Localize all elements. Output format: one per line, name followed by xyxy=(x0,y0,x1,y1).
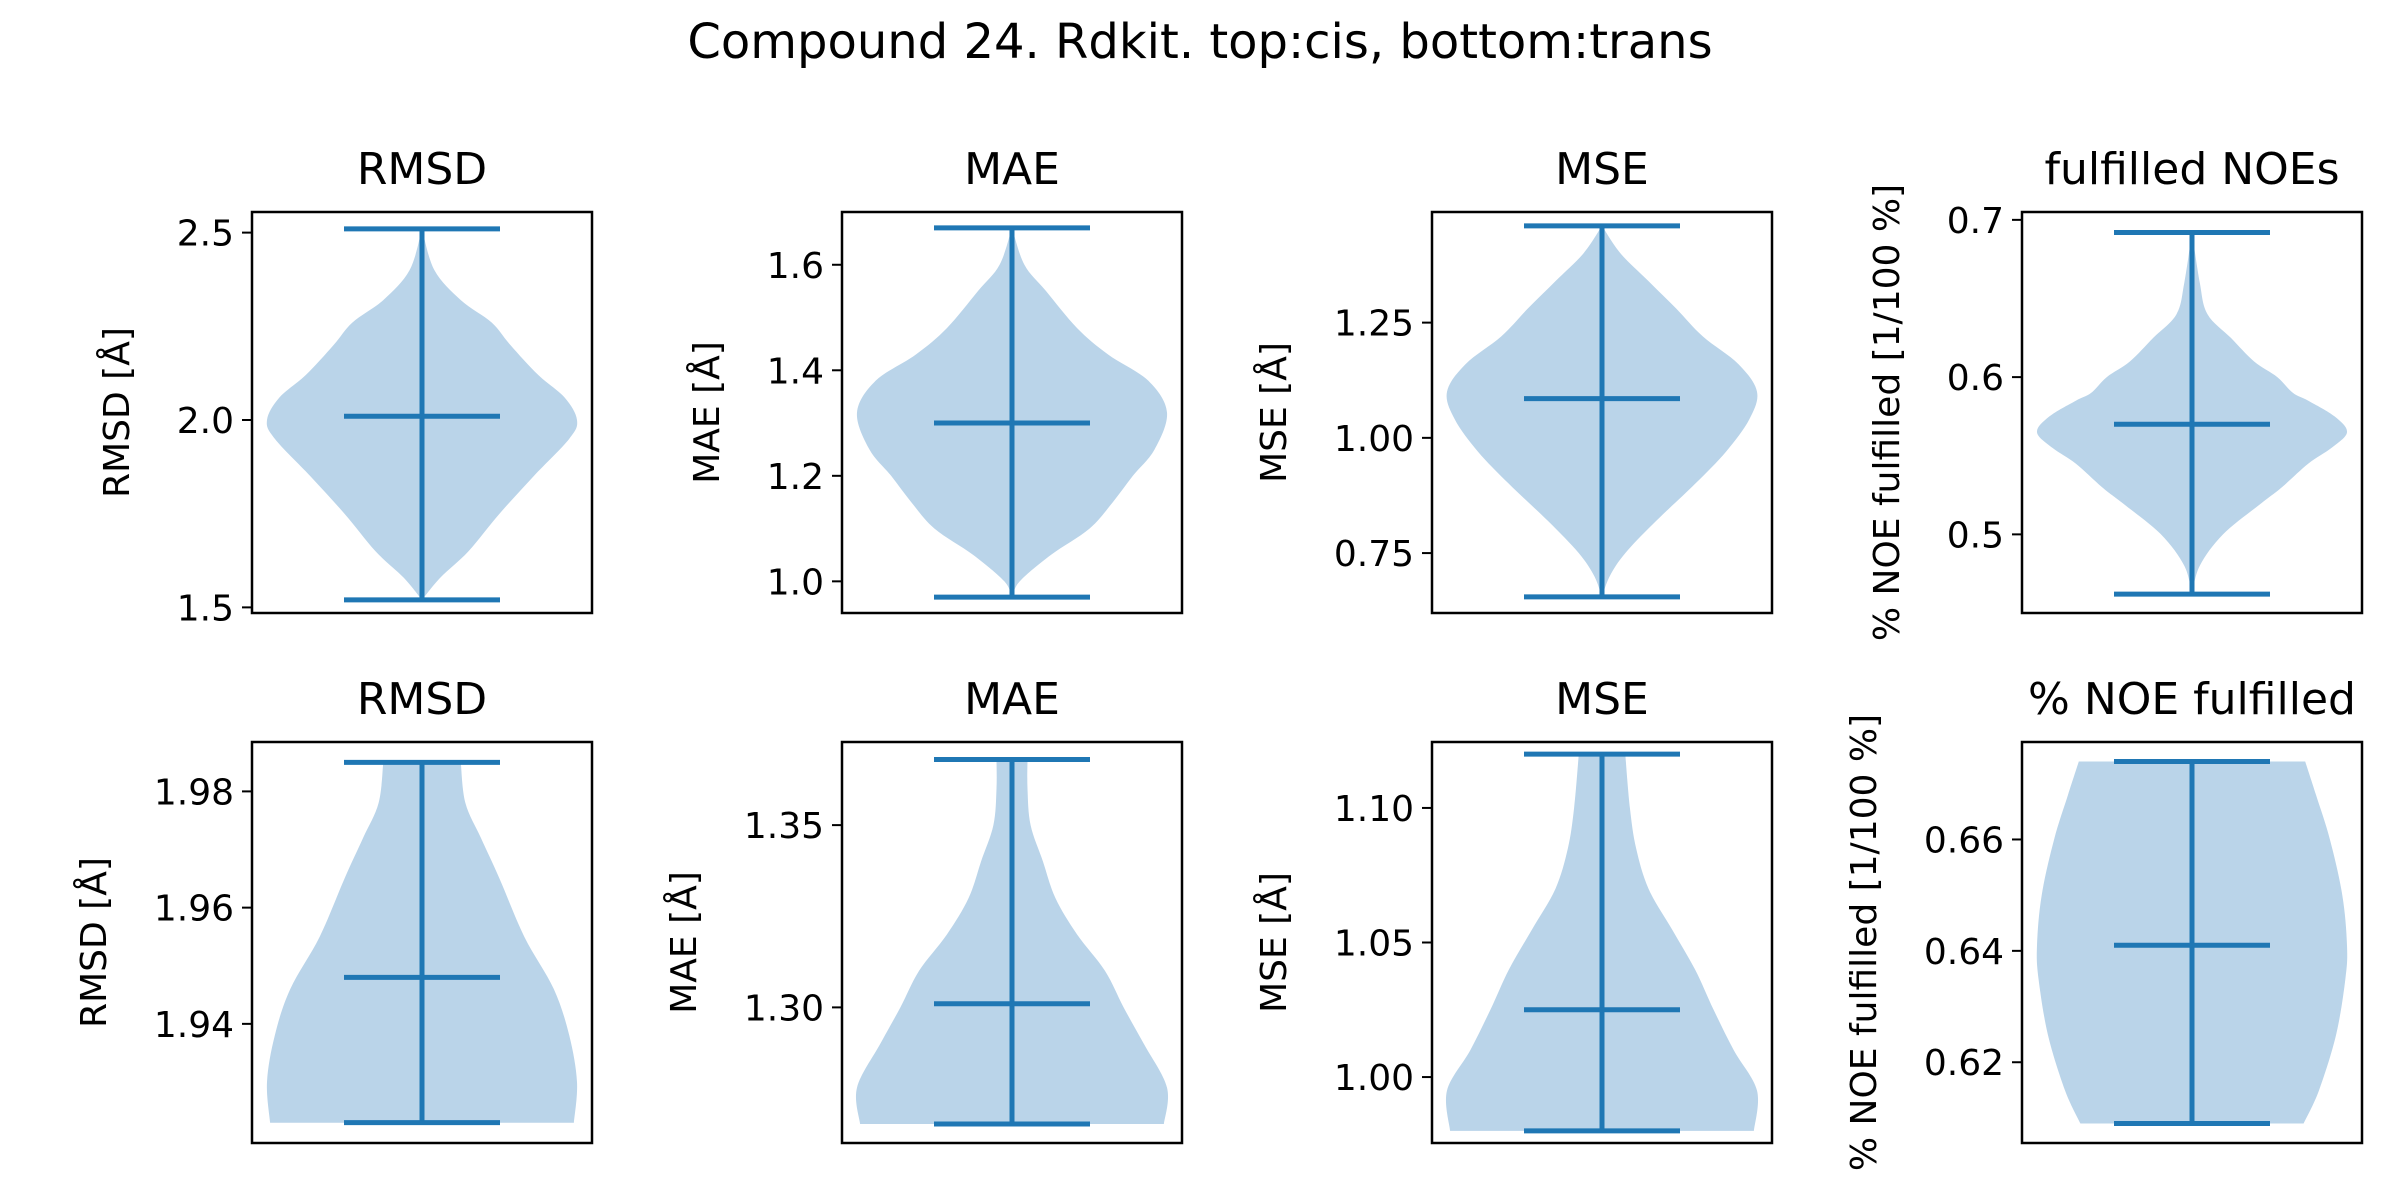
y-tick-label: 1.4 xyxy=(767,351,824,392)
y-tick-label: 0.64 xyxy=(1924,932,2004,973)
y-axis-label: RMSD [Å] xyxy=(95,327,138,498)
panel-title: MAE xyxy=(964,674,1060,725)
y-tick-label: 0.5 xyxy=(1947,515,2004,556)
y-axis-label: MAE [Å] xyxy=(685,341,728,484)
axes-frame xyxy=(2020,740,2364,1145)
axes-frame xyxy=(840,740,1184,1145)
y-tick-label: 1.35 xyxy=(744,806,824,847)
y-tick-label: 0.62 xyxy=(1924,1043,2004,1084)
y-tick-label: 1.05 xyxy=(1334,924,1414,965)
panel-title: MSE xyxy=(1555,674,1649,725)
y-tick-label: 1.30 xyxy=(744,988,824,1029)
panel-title: RMSD xyxy=(357,144,487,195)
y-axis-label: MSE [Å] xyxy=(1252,342,1295,483)
panel-title: RMSD xyxy=(357,674,487,725)
axes-frame xyxy=(2020,210,2364,615)
figure-title: Compound 24. Rdkit. top:cis, bottom:tran… xyxy=(687,14,1713,70)
axes-frame xyxy=(1430,210,1774,615)
axes-frame xyxy=(840,210,1184,615)
y-tick-label: 1.6 xyxy=(767,246,824,287)
y-tick-label: 2.0 xyxy=(177,401,234,442)
panel-title: fulfilled NOEs xyxy=(2044,144,2339,195)
violin-panel-bottom-4: 0.62 0.64 0.66 % NOE fulfilled % NOE fulfill… xyxy=(1844,674,2364,1171)
axes-frame xyxy=(250,210,594,615)
y-axis-label: MAE [Å] xyxy=(662,871,705,1014)
y-tick-label: 0.66 xyxy=(1924,820,2004,861)
panel-title: MAE xyxy=(964,144,1060,195)
violin-panel-top-3: 0.75 1.00 1.25 MSE MSE [Å] xyxy=(1252,144,1774,615)
y-tick-label: 1.5 xyxy=(177,588,234,629)
violin-panel-bottom-2: 1.30 1.35 MAE MAE [Å] xyxy=(662,674,1184,1145)
y-tick-label: 0.7 xyxy=(1947,201,2004,242)
violin-panel-bottom-3: 1.00 1.05 1.10 MSE MSE [Å] xyxy=(1252,674,1774,1145)
y-tick-label: 1.96 xyxy=(154,889,234,930)
panel-title: MSE xyxy=(1555,144,1649,195)
y-tick-label: 0.75 xyxy=(1334,534,1414,575)
violin-panel-bottom-1: 1.94 1.96 1.98 RMSD RMSD [Å] xyxy=(72,674,594,1145)
y-tick-label: 1.10 xyxy=(1334,789,1414,830)
y-axis-label: % NOE fulfilled [1/100 %] xyxy=(1867,184,1908,641)
y-tick-label: 1.0 xyxy=(767,562,824,603)
axes-frame xyxy=(250,740,594,1145)
violin-panel-top-1: 1.5 2.0 2.5 RMSD RMSD [Å] xyxy=(95,144,594,629)
y-tick-label: 1.94 xyxy=(154,1005,234,1046)
violin-panel-top-4: 0.5 0.6 0.7 fulfilled NOEs % NOE fulfilled [… xyxy=(1867,144,2364,641)
y-tick-label: 1.00 xyxy=(1334,419,1414,460)
y-tick-label: 1.25 xyxy=(1334,304,1414,345)
y-tick-label: 2.5 xyxy=(177,214,234,255)
y-tick-label: 1.98 xyxy=(154,772,234,813)
panel-title: % NOE fulfilled xyxy=(2028,674,2356,725)
y-tick-label: 1.00 xyxy=(1334,1058,1414,1099)
violin-panel-top-2: 1.0 1.2 1.4 1.6 MAE MAE [Å] xyxy=(685,144,1184,615)
y-tick-label: 0.6 xyxy=(1947,358,2004,399)
y-axis-label: % NOE fulfilled [1/100 %] xyxy=(1844,714,1885,1171)
y-axis-label: RMSD [Å] xyxy=(72,857,115,1028)
y-axis-label: MSE [Å] xyxy=(1252,872,1295,1013)
y-tick-label: 1.2 xyxy=(767,457,824,498)
